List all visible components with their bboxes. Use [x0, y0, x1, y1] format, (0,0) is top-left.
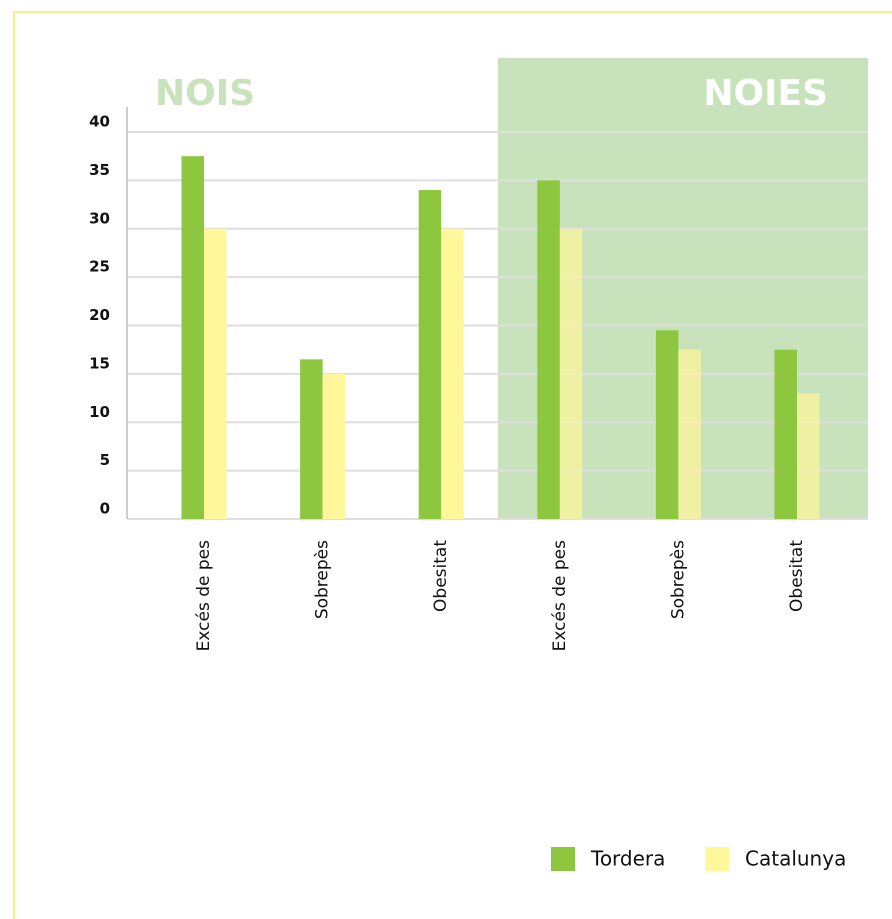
bar — [537, 180, 560, 519]
y-tick-label: 5 — [100, 451, 110, 469]
y-tick-label: 20 — [89, 306, 110, 324]
y-tick-label: 10 — [89, 403, 110, 421]
y-tick-label: 40 — [89, 113, 110, 131]
legend-label: Catalunya — [745, 847, 846, 871]
bar — [204, 228, 227, 519]
y-tick-label: 35 — [89, 161, 110, 179]
y-tick-label: 30 — [89, 209, 110, 227]
bar — [559, 228, 583, 519]
bar — [678, 349, 701, 519]
legend-swatch — [551, 847, 575, 871]
x-tick-label: Obesitat — [431, 540, 451, 612]
y-tick-label: 25 — [89, 258, 110, 276]
legend-label: Tordera — [590, 847, 665, 871]
bar — [418, 190, 442, 520]
legend-swatch — [705, 847, 729, 871]
bar — [797, 393, 820, 519]
bar — [300, 359, 323, 519]
x-tick-label: Sobrepès — [313, 540, 333, 619]
y-tick-label: 0 — [100, 500, 110, 518]
y-tick-label: 15 — [89, 354, 110, 372]
bar — [441, 228, 464, 519]
x-tick-label: Obesitat — [787, 540, 807, 612]
bar — [774, 349, 797, 519]
x-tick-label: Excés de pes — [550, 540, 570, 651]
group-label: NOIS — [155, 73, 255, 114]
group-label: NOIES — [703, 73, 828, 114]
bar — [322, 373, 346, 519]
bar — [181, 156, 204, 519]
frame — [13, 11, 892, 919]
x-tick-label: Sobrepès — [668, 540, 688, 619]
bar — [655, 330, 679, 519]
x-tick-label: Excés de pes — [194, 540, 214, 651]
